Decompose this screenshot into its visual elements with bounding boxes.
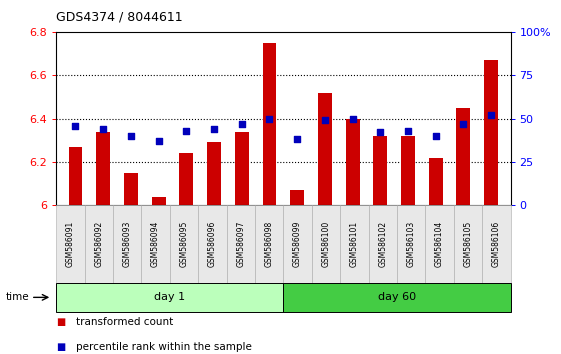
Bar (235, 132, 249, 205)
Point (320, 118, 329, 123)
Bar (151, 196, 165, 205)
Bar (346, 119, 360, 205)
Text: GSM586101: GSM586101 (350, 221, 359, 267)
Point (71, 123, 80, 129)
Text: GSM586092: GSM586092 (94, 221, 103, 267)
Point (182, 128, 191, 133)
Text: transformed count: transformed count (76, 317, 173, 327)
Text: GSM586105: GSM586105 (463, 221, 472, 267)
Bar (318, 93, 332, 205)
Point (293, 137, 302, 142)
Point (459, 121, 468, 127)
Text: GSM586095: GSM586095 (180, 221, 188, 268)
Text: GSM586104: GSM586104 (435, 221, 444, 267)
Text: GSM586094: GSM586094 (151, 221, 160, 268)
Text: GSM586103: GSM586103 (407, 221, 416, 267)
Point (265, 116, 274, 121)
Point (126, 133, 135, 139)
Point (99, 126, 108, 132)
Text: ■: ■ (56, 342, 65, 352)
Bar (207, 142, 221, 205)
Text: percentile rank within the sample: percentile rank within the sample (76, 342, 252, 352)
Bar (374, 136, 387, 205)
Bar (96, 132, 110, 205)
Bar (401, 136, 415, 205)
Text: GSM586099: GSM586099 (293, 221, 302, 268)
Bar (180, 153, 193, 205)
Text: ■: ■ (56, 317, 65, 327)
Point (431, 133, 440, 139)
Text: GSM586096: GSM586096 (208, 221, 217, 268)
Point (210, 126, 219, 132)
Point (154, 138, 163, 144)
Text: GSM586106: GSM586106 (492, 221, 501, 267)
Point (486, 112, 495, 118)
Bar (263, 43, 277, 205)
Point (403, 128, 412, 133)
Text: GSM586102: GSM586102 (378, 221, 387, 267)
Point (376, 130, 385, 135)
Text: day 60: day 60 (378, 292, 416, 302)
Bar (429, 158, 443, 205)
Text: time: time (6, 292, 29, 302)
Point (237, 121, 246, 127)
Point (348, 116, 357, 121)
Text: GSM586091: GSM586091 (66, 221, 75, 267)
Bar (290, 190, 304, 205)
Text: GSM586098: GSM586098 (265, 221, 274, 267)
Text: GDS4374 / 8044611: GDS4374 / 8044611 (56, 11, 183, 24)
Bar (68, 147, 82, 205)
Text: GSM586093: GSM586093 (123, 221, 132, 268)
Text: GSM586097: GSM586097 (236, 221, 245, 268)
Bar (457, 108, 470, 205)
Bar (124, 173, 138, 205)
Text: GSM586100: GSM586100 (321, 221, 330, 267)
Bar (484, 60, 498, 205)
Text: day 1: day 1 (154, 292, 185, 302)
